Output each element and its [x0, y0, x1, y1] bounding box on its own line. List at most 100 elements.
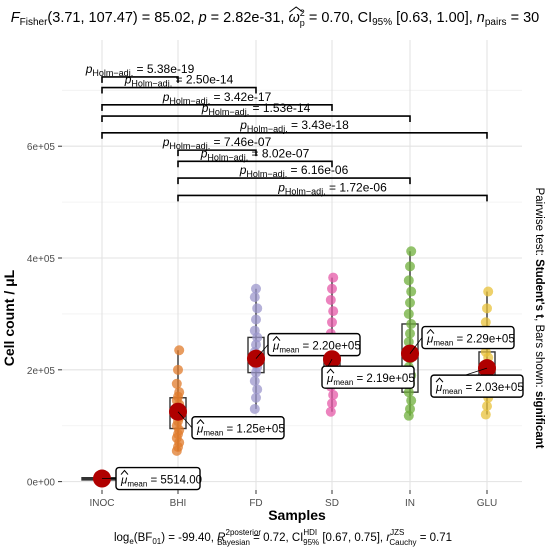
data-point: [249, 375, 260, 386]
data-point: [482, 401, 492, 412]
pairwise-bracket: [101, 131, 488, 139]
data-point: [249, 292, 260, 303]
y-tick-label: 2e+05: [27, 366, 56, 377]
axes: 0e+00 2e+05 4e+05 6e+05 INOC BHI FD SD IN GLU: [27, 142, 497, 509]
data-point: [252, 384, 263, 395]
data-point: [482, 303, 492, 314]
x-tick-label: BHI: [170, 498, 187, 509]
data-point: [249, 403, 260, 414]
pairwise-bracket: [101, 115, 411, 123]
pairwise-label: pHolm−adj. = 8.02e-07: [200, 146, 310, 162]
pairwise-label: pHolm−adj. = 7.46e-07: [162, 135, 272, 151]
data-point: [406, 395, 417, 406]
data-point: [403, 308, 414, 319]
data-point: [327, 283, 337, 294]
mean-label-box: [430, 374, 524, 398]
data-point: [325, 294, 336, 305]
data-point: [328, 272, 339, 283]
x-tick-label: SD: [325, 498, 339, 509]
data-point: [325, 406, 336, 417]
data-point: [328, 389, 339, 400]
y-tick-label: 4e+05: [27, 254, 56, 265]
mean-label: μmean = 2.29e+05: [426, 334, 515, 348]
y-axis-label: Cell count / μL: [1, 269, 17, 366]
pairwise-bracket: [177, 149, 257, 157]
y-tick-label: 6e+05: [27, 142, 56, 153]
pairwise-bracket: [177, 194, 488, 202]
mean-point: [247, 349, 265, 368]
data-point: [249, 325, 260, 336]
mean-hat: [326, 368, 335, 374]
data-point: [406, 286, 417, 297]
pairwise-bracket: [101, 86, 257, 94]
pairwise-bracket: [177, 160, 333, 168]
data-point: [405, 328, 415, 339]
data-point: [327, 398, 337, 409]
mean-label: μmean = 5514.00: [120, 475, 202, 489]
pairwise-bracket: [101, 76, 179, 83]
mean-label-connector: [255, 344, 269, 359]
pairwise-caption: Pairwise test: Student's t, Bars shown: …: [533, 188, 545, 449]
data-point: [480, 317, 491, 328]
pairwise-label: pHolm−adj. = 2.50e-14: [124, 73, 234, 89]
mean-label: μmean = 2.19e+05: [326, 373, 415, 387]
data-point: [173, 364, 183, 375]
box-plots: [81, 251, 496, 481]
y-tick-label: 0e+00: [27, 478, 56, 489]
mean-markers: μmean = 5514.00 μmean = 1.25e+05 μmean = 2…: [93, 325, 524, 491]
mean-label-box: [321, 365, 415, 389]
pairwise-label: pHolm−adj. = 1.72e-06: [277, 180, 387, 196]
data-point: [328, 306, 339, 317]
mean-label-connector: [409, 337, 423, 354]
x-tick-label: GLU: [477, 498, 498, 509]
mean-label: μmean = 2.20e+05: [272, 341, 361, 355]
mean-hat: [426, 328, 435, 334]
data-point: [251, 314, 261, 325]
data-point: [483, 286, 494, 297]
data-point: [403, 387, 414, 398]
data-point: [405, 297, 415, 308]
pairwise-label: pHolm−adj. = 1.53e-14: [201, 101, 311, 117]
mean-label-box: [191, 416, 285, 440]
data-point: [327, 317, 337, 328]
mean-hat: [435, 377, 444, 383]
pairwise-bracket: [101, 104, 333, 111]
pairwise-label: pHolm−adj. = 3.43e-18: [239, 118, 349, 134]
data-point: [251, 283, 261, 294]
chart-title: FFisher(3.71, 107.47) = 85.02, p = 2.82e…: [11, 8, 539, 28]
data-point: [251, 392, 261, 403]
mean-label: μmean = 1.25e+05: [196, 424, 285, 438]
data-point: [405, 261, 415, 272]
mean-label-connector: [177, 411, 193, 429]
data-point: [403, 275, 414, 286]
mean-hat: [120, 469, 129, 475]
omega-hat: [289, 6, 304, 13]
data-points: [95, 246, 494, 485]
mean-hat: [196, 418, 205, 425]
mean-hat: [272, 335, 281, 341]
data-point: [406, 318, 417, 329]
x-tick-label: FD: [249, 498, 262, 509]
data-point: [174, 345, 185, 356]
pairwise-label: pHolm−adj. = 6.16e-06: [239, 163, 349, 179]
bayes-caption: loge(BF01) = -99.40, R2posterior Bayesian…: [114, 528, 452, 547]
mean-label-box: [421, 325, 515, 350]
data-point: [403, 336, 414, 347]
mean-label: μmean = 2.03e+05: [435, 382, 524, 396]
x-tick-label: IN: [405, 498, 415, 509]
data-point: [174, 387, 185, 398]
x-tick-label: INOC: [90, 498, 115, 509]
data-point: [480, 409, 491, 420]
pairwise-label: pHolm−adj. = 5.38e-19: [85, 62, 195, 78]
data-point: [252, 303, 263, 314]
data-point: [171, 378, 182, 389]
data-point: [405, 403, 415, 414]
mean-label-box: [267, 332, 361, 357]
mean-label-box: [115, 466, 201, 491]
data-point: [406, 246, 417, 257]
x-axis-label: Samples: [268, 507, 326, 523]
pairwise-label: pHolm−adj. = 3.42e-17: [162, 90, 272, 106]
pairwise-bracket: [177, 177, 411, 185]
